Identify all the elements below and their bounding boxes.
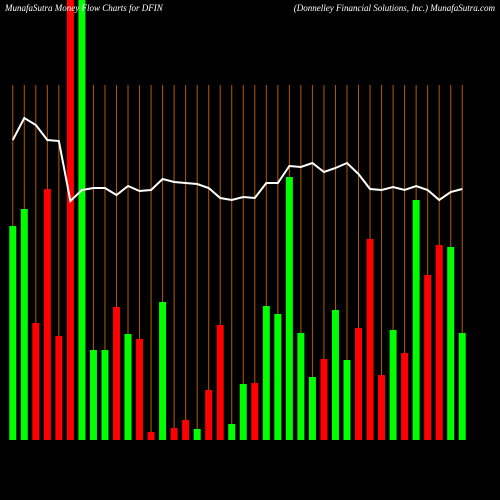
bar (458, 333, 466, 440)
bar (343, 360, 351, 440)
bar (251, 383, 259, 440)
bar (285, 177, 293, 440)
bar (239, 384, 247, 440)
bar (101, 350, 109, 440)
bar (193, 429, 201, 440)
bar (20, 209, 28, 440)
chart-subtitle: (Donnelley Financial Solutions, Inc.) Mu… (294, 3, 496, 13)
bar (124, 334, 132, 440)
bar (89, 350, 97, 440)
bar (274, 314, 282, 440)
bar (355, 328, 363, 440)
bar (378, 375, 386, 440)
bar (320, 359, 328, 440)
bar (78, 0, 86, 440)
bar (182, 420, 190, 440)
bar (228, 424, 236, 440)
bar (147, 432, 155, 440)
bar (205, 390, 213, 440)
chart-title: MunafaSutra Money Flow Charts for DFIN (4, 3, 164, 13)
bar (297, 333, 305, 440)
bar (55, 336, 63, 440)
bar (159, 302, 167, 440)
bar (43, 189, 51, 440)
bar (170, 428, 178, 440)
bar (435, 245, 443, 440)
bar (308, 377, 316, 440)
bar (401, 353, 409, 440)
bar (331, 310, 339, 440)
bar (9, 226, 17, 440)
price-line (11, 116, 463, 203)
bar (366, 239, 374, 440)
bar (66, 0, 74, 440)
bar (136, 339, 144, 440)
bar (32, 323, 40, 440)
bar (412, 200, 420, 440)
bar (447, 247, 455, 440)
bar (112, 307, 120, 440)
bar (389, 330, 397, 440)
bar (262, 306, 270, 440)
bar (424, 275, 432, 440)
bar (216, 325, 224, 440)
